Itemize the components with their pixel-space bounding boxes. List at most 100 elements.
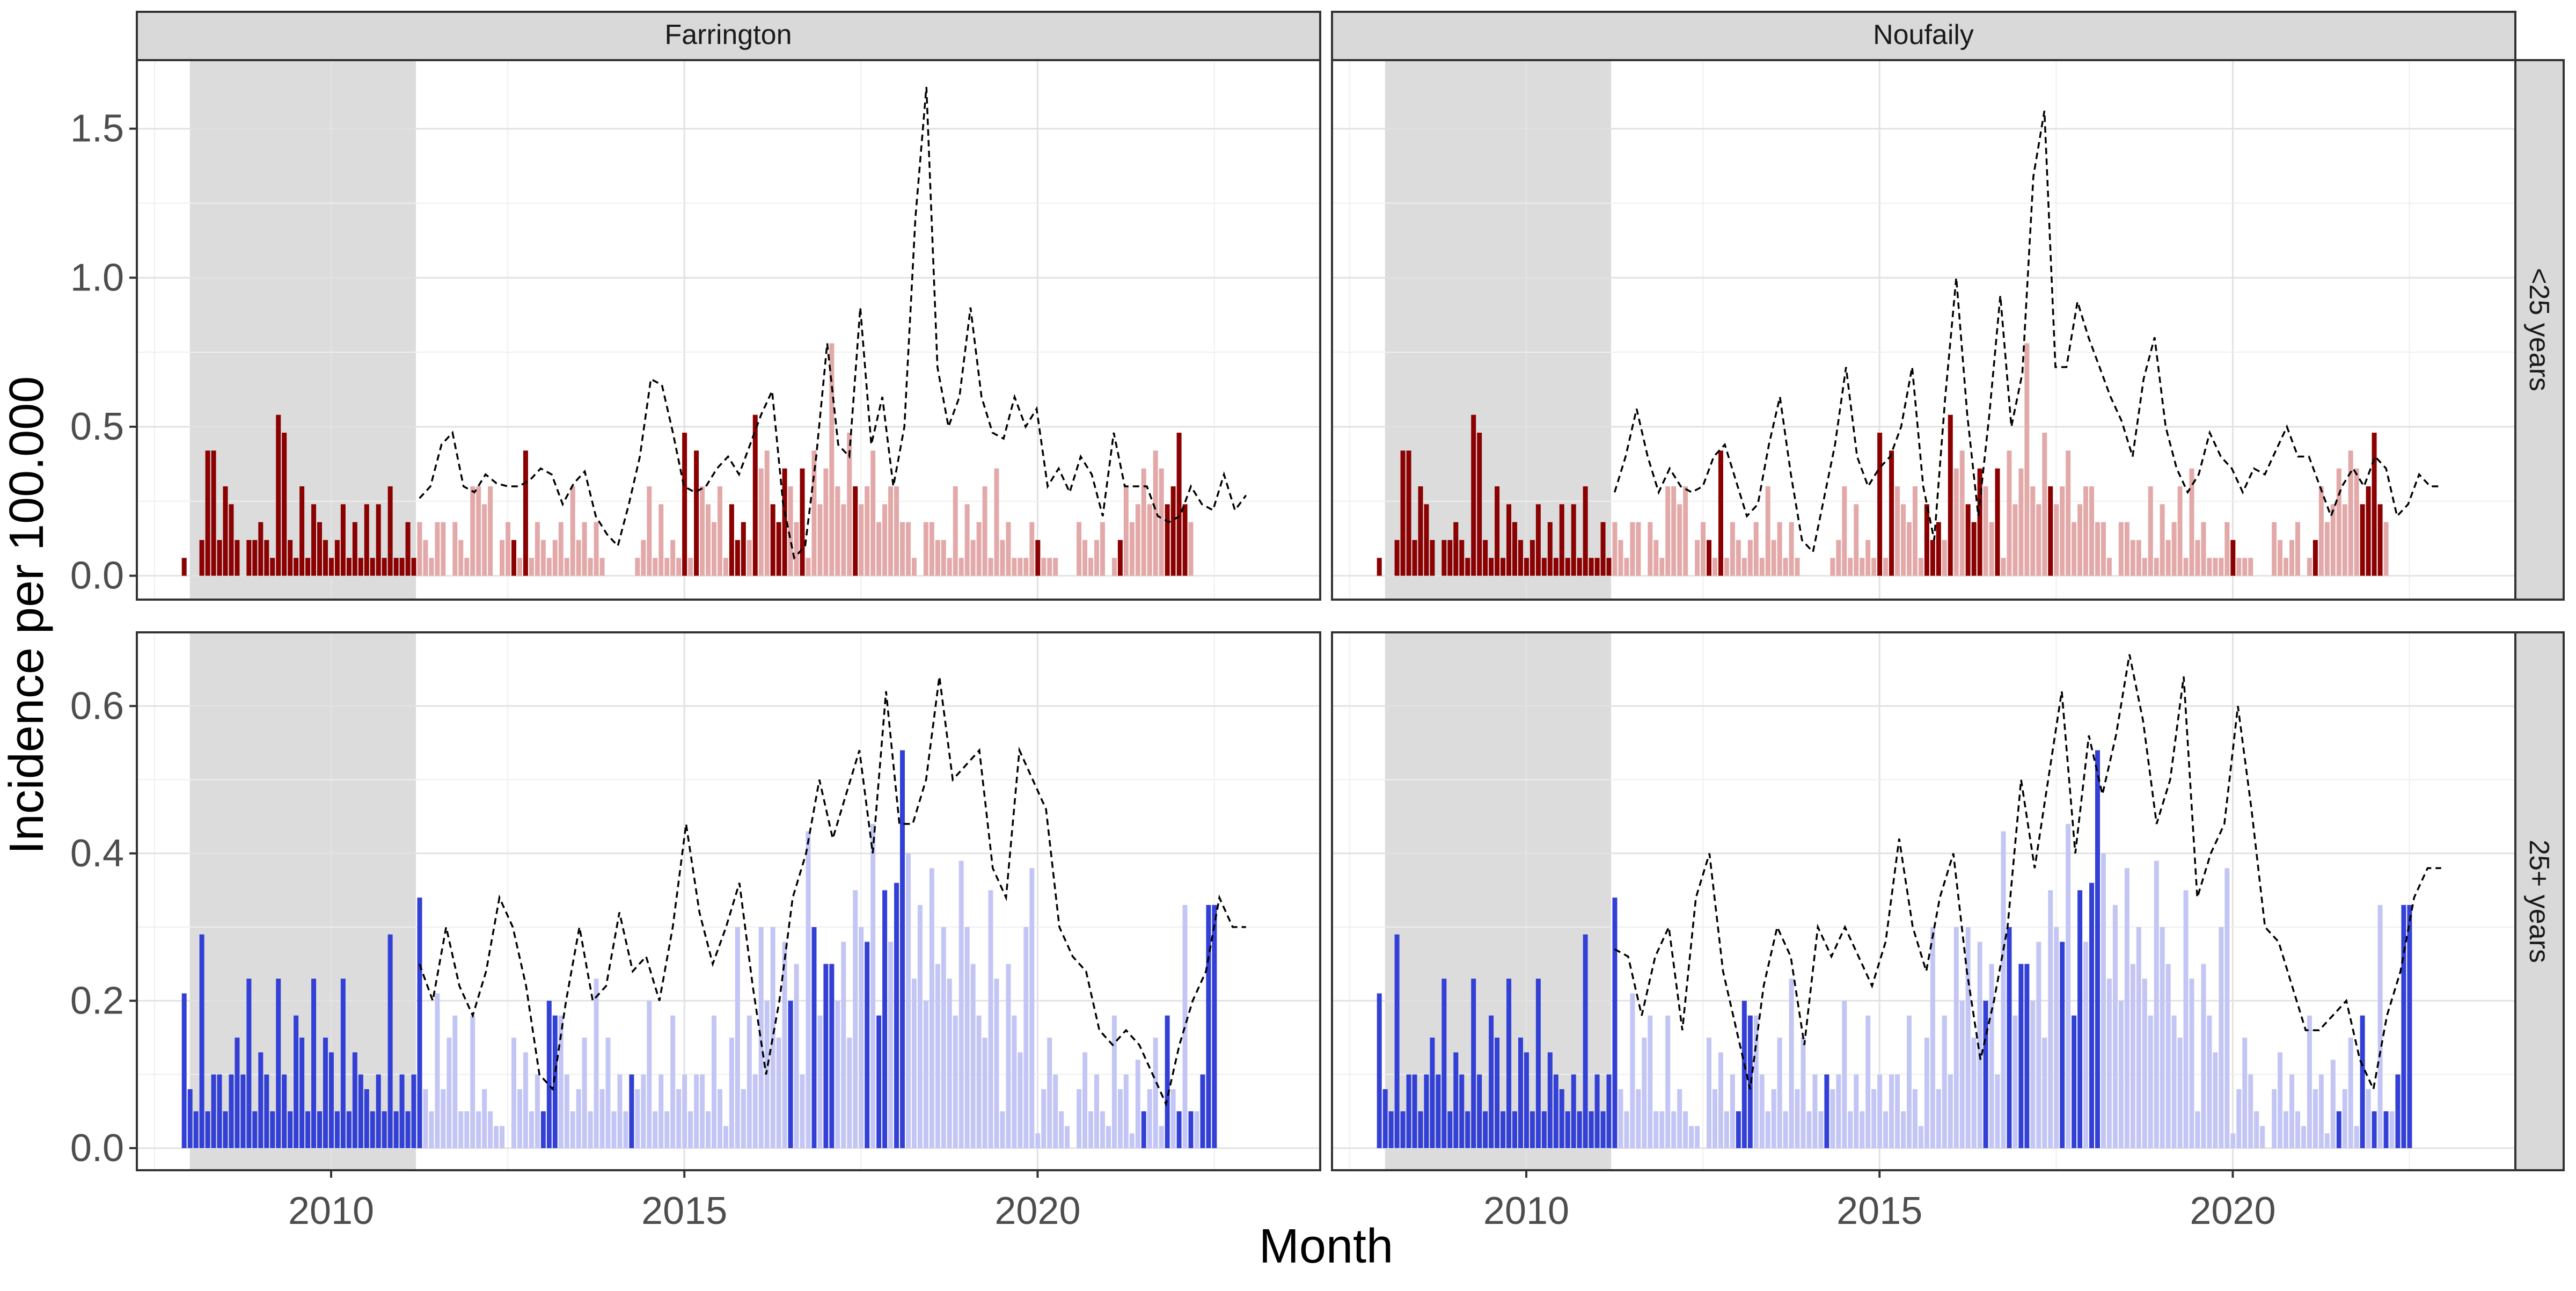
bar	[1524, 558, 1529, 576]
bar	[676, 558, 682, 576]
bar	[540, 1111, 546, 1148]
bar	[252, 539, 258, 576]
bar	[1971, 1037, 1977, 1148]
bar	[994, 979, 999, 1148]
bar	[1871, 1089, 1877, 1148]
bar	[2036, 942, 2041, 1148]
bar	[506, 522, 511, 576]
bar	[1983, 1001, 1988, 1148]
bar	[1382, 1089, 1388, 1148]
bar	[1194, 1111, 1199, 1148]
bar	[1830, 558, 1835, 576]
bar	[958, 558, 964, 576]
bar	[741, 1089, 746, 1148]
bar	[2219, 927, 2224, 1148]
bar	[1111, 1015, 1117, 1148]
bar	[2077, 504, 2083, 576]
bar	[976, 522, 982, 576]
y-tick-label: 1.0	[70, 256, 124, 299]
bar	[299, 486, 305, 576]
bar	[1006, 522, 1011, 576]
bar	[1753, 1015, 1759, 1148]
bar	[1547, 522, 1553, 576]
bar	[334, 1111, 340, 1148]
bar	[205, 450, 210, 576]
bar	[1412, 1074, 1417, 1148]
bar	[1135, 1060, 1140, 1148]
strip-label-noufaily: Noufaily	[1873, 19, 1974, 50]
bar	[393, 558, 399, 576]
bar	[2101, 853, 2106, 1148]
bar	[599, 558, 605, 576]
bar	[2036, 504, 2041, 576]
bar	[2213, 558, 2218, 576]
bar	[1559, 504, 1564, 576]
bar	[1912, 1089, 1918, 1148]
bar	[576, 1089, 581, 1148]
x-tick-label: 2020	[994, 1190, 1080, 1232]
bar	[1771, 539, 1776, 576]
bar	[1529, 1111, 1535, 1148]
bar	[1065, 1126, 1070, 1148]
bar	[2207, 1015, 2212, 1148]
bar	[1683, 1111, 1688, 1148]
bar	[647, 486, 652, 576]
bar	[717, 486, 722, 576]
bar	[1041, 558, 1046, 576]
bar	[1159, 1126, 1164, 1148]
bar	[635, 558, 640, 576]
bar	[1683, 486, 1688, 576]
bar	[299, 1037, 305, 1148]
bar	[1765, 486, 1770, 576]
bar	[2130, 539, 2135, 576]
bar	[2289, 1074, 2295, 1148]
bar	[2171, 1015, 2177, 1148]
bar	[1830, 1089, 1835, 1148]
bar	[181, 993, 187, 1148]
bar	[1712, 1089, 1717, 1148]
bar	[2030, 1001, 2036, 1148]
bar	[411, 1074, 416, 1148]
bar	[706, 504, 711, 576]
bar	[1441, 979, 1447, 1148]
bar	[1848, 1111, 1853, 1148]
bar	[1035, 1133, 1041, 1148]
bar	[558, 1015, 564, 1148]
bar	[1495, 1037, 1500, 1148]
panel-border	[136, 631, 1321, 1171]
bar	[2389, 1111, 2395, 1148]
bar	[358, 558, 363, 576]
bar	[729, 1037, 734, 1148]
bar	[1659, 1111, 1665, 1148]
bar	[2083, 942, 2089, 1148]
bar	[1029, 522, 1035, 576]
bar	[535, 1074, 540, 1148]
bar	[1176, 1111, 1182, 1148]
bar	[1983, 486, 1988, 576]
bar	[1117, 539, 1123, 576]
bar	[2312, 539, 2318, 576]
bar	[1589, 558, 1594, 576]
bar	[2248, 558, 2253, 576]
bar	[2360, 1015, 2365, 1148]
bar	[346, 1111, 352, 1148]
bar	[817, 504, 823, 576]
bar	[2377, 504, 2383, 576]
bar	[2219, 558, 2224, 576]
bar	[311, 979, 317, 1148]
bar	[1447, 1111, 1453, 1148]
bar	[2148, 486, 2153, 576]
bar	[323, 1037, 328, 1148]
bar	[1418, 1111, 1423, 1148]
bar	[2042, 433, 2047, 576]
bar	[1895, 486, 1900, 576]
bar	[1077, 522, 1082, 576]
bar	[288, 1111, 293, 1148]
bar	[711, 1015, 716, 1148]
bar	[770, 927, 775, 1148]
bar	[399, 558, 405, 576]
bar	[2154, 860, 2159, 1148]
bar	[1200, 1074, 1205, 1148]
bar	[900, 522, 905, 576]
